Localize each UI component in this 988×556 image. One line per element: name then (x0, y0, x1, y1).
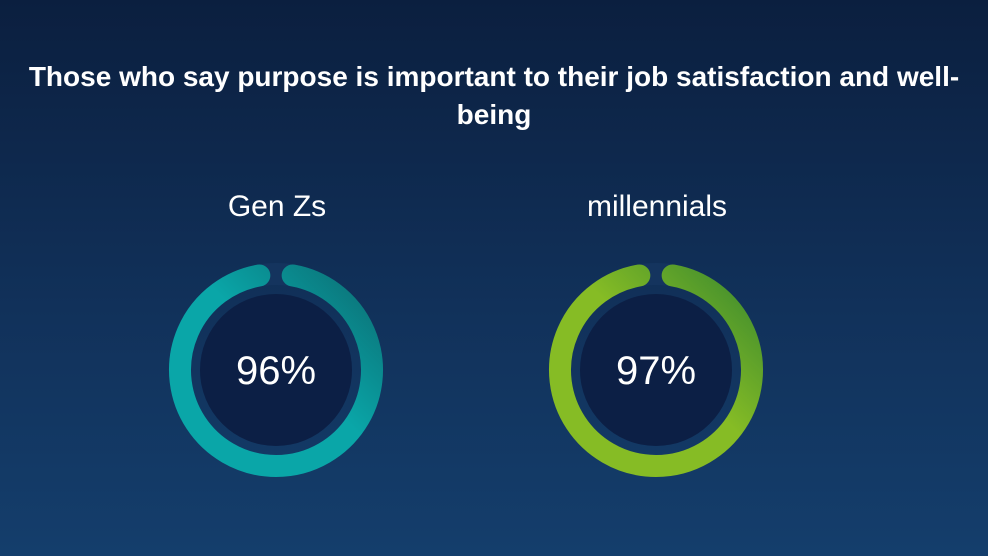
gauge-center-gen-zs (200, 294, 352, 446)
gauge-value-millennials: 97% (616, 349, 696, 393)
gauge-center-millennials (580, 294, 732, 446)
gauge-arc-gen-zs (169, 264, 383, 477)
gauge-value-gen-zs: 96% (236, 349, 316, 393)
gauge-gen-zs: 96% (169, 263, 383, 477)
gauge-arc-millennials (549, 264, 763, 477)
gauge-label-gen-zs: Gen Zs (227, 190, 327, 223)
gauge-label-millennials: millennials (586, 190, 728, 223)
gauge-millennials: 97% (549, 263, 763, 477)
chart-title: Those who say purpose is important to th… (28, 61, 960, 130)
